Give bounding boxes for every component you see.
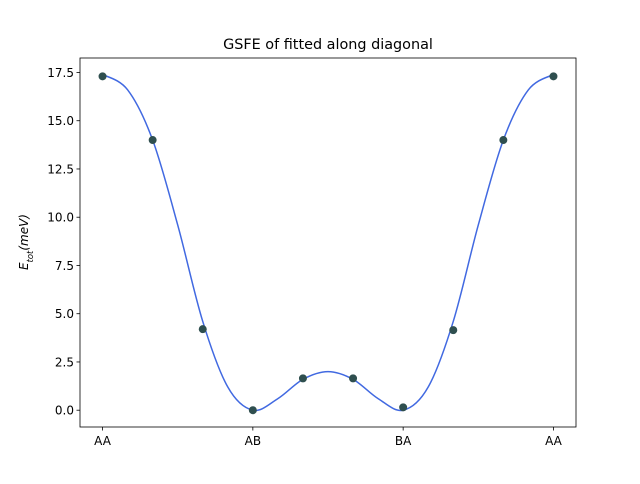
chart-title: GSFE of fitted along diagonal — [223, 37, 433, 53]
x-tick-label: AB — [245, 434, 261, 448]
data-point — [298, 374, 307, 383]
y-tick-label: 17.5 — [47, 66, 74, 80]
data-point — [549, 72, 558, 81]
data-point — [148, 136, 157, 145]
data-point — [499, 136, 508, 145]
x-tick-label: BA — [395, 434, 412, 448]
x-tick-label: AA — [545, 434, 563, 448]
y-axis-label-unit: (meV) — [17, 214, 31, 251]
axes-frame — [79, 57, 577, 428]
y-tick-label: 7.5 — [55, 259, 74, 273]
y-tick-label: 5.0 — [55, 307, 74, 321]
y-tick-label: 2.5 — [55, 355, 74, 369]
x-axis-ticks: AA AB BA AA — [94, 427, 563, 448]
data-point — [98, 72, 107, 81]
data-point — [248, 406, 257, 415]
data-point — [449, 326, 458, 335]
data-point — [399, 403, 408, 412]
y-axis-label-main: E — [17, 262, 31, 270]
y-tick-label: 15.0 — [47, 114, 74, 128]
y-tick-label: 0.0 — [55, 404, 74, 418]
data-point — [198, 325, 207, 334]
y-axis-label-sub: tot — [25, 250, 35, 262]
fit-line — [102, 73, 554, 412]
plot-area — [79, 57, 577, 428]
data-point — [349, 374, 358, 383]
y-tick-label: 12.5 — [47, 162, 74, 176]
y-tick-label: 10.0 — [47, 211, 74, 225]
x-tick-label: AA — [94, 434, 112, 448]
y-axis-ticks: 0.0 2.5 5.0 7.5 10.0 12.5 15.0 17.5 — [47, 66, 80, 418]
y-axis-label: Etot(meV) — [17, 214, 35, 270]
